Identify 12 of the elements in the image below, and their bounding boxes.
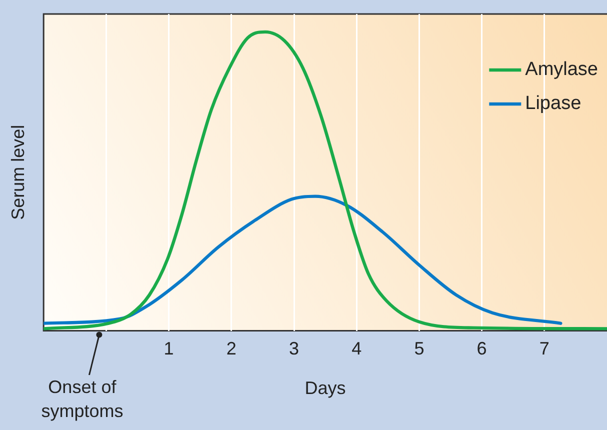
x-tick-label: 5: [414, 338, 424, 359]
text: Onset of symptoms: [41, 377, 124, 421]
x-tick-label: 1: [164, 338, 174, 359]
x-axis-title: Days: [304, 378, 346, 398]
x-tick-label: 4: [352, 338, 362, 359]
legend-label: Amylase: [525, 59, 598, 80]
y-axis-title: Serum level: [8, 124, 28, 220]
x-tick-label: 6: [476, 338, 487, 359]
x-tick-label: 7: [539, 338, 550, 359]
legend-label: Lipase: [525, 93, 582, 114]
x-tick-label: 3: [288, 338, 300, 359]
x-tick-label: 2: [226, 338, 236, 359]
